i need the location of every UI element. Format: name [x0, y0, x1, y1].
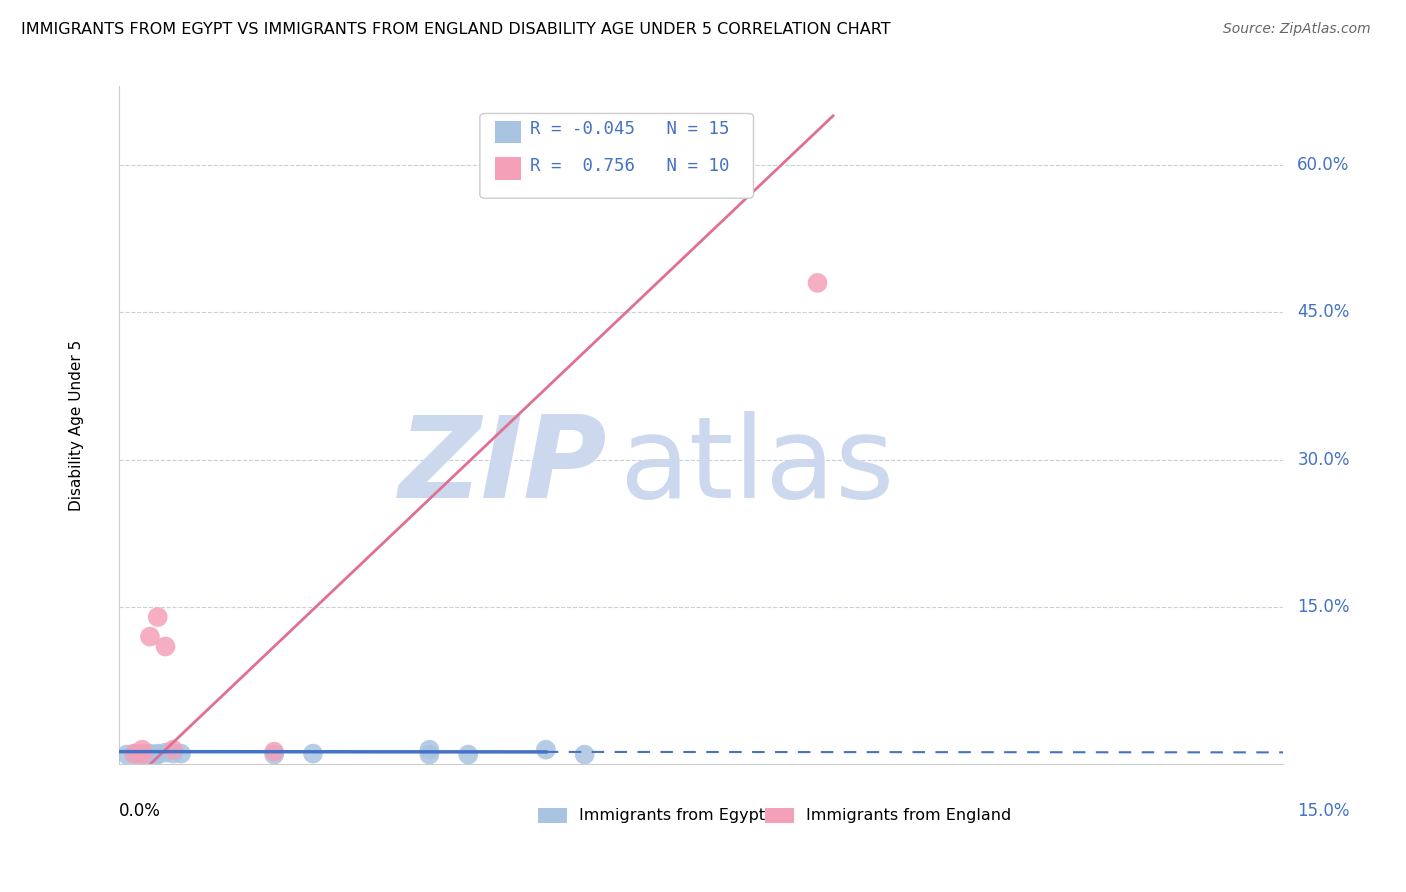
Point — [131, 747, 153, 762]
Point — [806, 276, 828, 290]
Point — [728, 158, 751, 172]
Point — [263, 745, 285, 759]
Point — [574, 747, 596, 762]
Text: R = -0.045   N = 15: R = -0.045 N = 15 — [530, 120, 730, 138]
Point — [418, 742, 440, 756]
Point — [418, 747, 440, 762]
Point — [302, 747, 325, 761]
Text: Immigrants from England: Immigrants from England — [806, 808, 1011, 822]
Text: atlas: atlas — [620, 410, 894, 522]
Point — [155, 640, 177, 654]
Text: 0.0%: 0.0% — [120, 802, 160, 820]
Text: Immigrants from Egypt: Immigrants from Egypt — [579, 808, 765, 822]
Point — [146, 747, 169, 761]
Point — [139, 747, 162, 761]
Point — [139, 747, 162, 762]
FancyBboxPatch shape — [538, 808, 567, 822]
Point — [170, 747, 193, 761]
Point — [115, 747, 138, 762]
Point — [124, 747, 146, 761]
Text: 45.0%: 45.0% — [1298, 303, 1350, 321]
Text: Source: ZipAtlas.com: Source: ZipAtlas.com — [1223, 22, 1371, 37]
Text: Disability Age Under 5: Disability Age Under 5 — [69, 340, 84, 511]
Point — [131, 747, 153, 762]
Point — [162, 742, 184, 756]
Point — [146, 610, 169, 624]
Text: ZIP: ZIP — [399, 410, 607, 522]
Point — [124, 747, 146, 761]
Text: 15.0%: 15.0% — [1298, 599, 1350, 616]
Point — [124, 747, 146, 762]
Point — [534, 742, 557, 756]
Point — [162, 747, 184, 761]
FancyBboxPatch shape — [765, 808, 794, 822]
Point — [131, 742, 153, 756]
Text: 30.0%: 30.0% — [1298, 450, 1350, 469]
FancyBboxPatch shape — [495, 157, 520, 180]
Point — [263, 747, 285, 762]
Point — [457, 747, 479, 762]
FancyBboxPatch shape — [495, 120, 520, 144]
FancyBboxPatch shape — [479, 113, 754, 198]
Point — [131, 747, 153, 761]
Text: IMMIGRANTS FROM EGYPT VS IMMIGRANTS FROM ENGLAND DISABILITY AGE UNDER 5 CORRELAT: IMMIGRANTS FROM EGYPT VS IMMIGRANTS FROM… — [21, 22, 891, 37]
Text: 15.0%: 15.0% — [1298, 802, 1350, 820]
Point — [146, 747, 169, 762]
Point — [139, 630, 162, 644]
Point — [155, 746, 177, 760]
Text: R =  0.756   N = 10: R = 0.756 N = 10 — [530, 157, 730, 175]
Text: 60.0%: 60.0% — [1298, 156, 1350, 174]
